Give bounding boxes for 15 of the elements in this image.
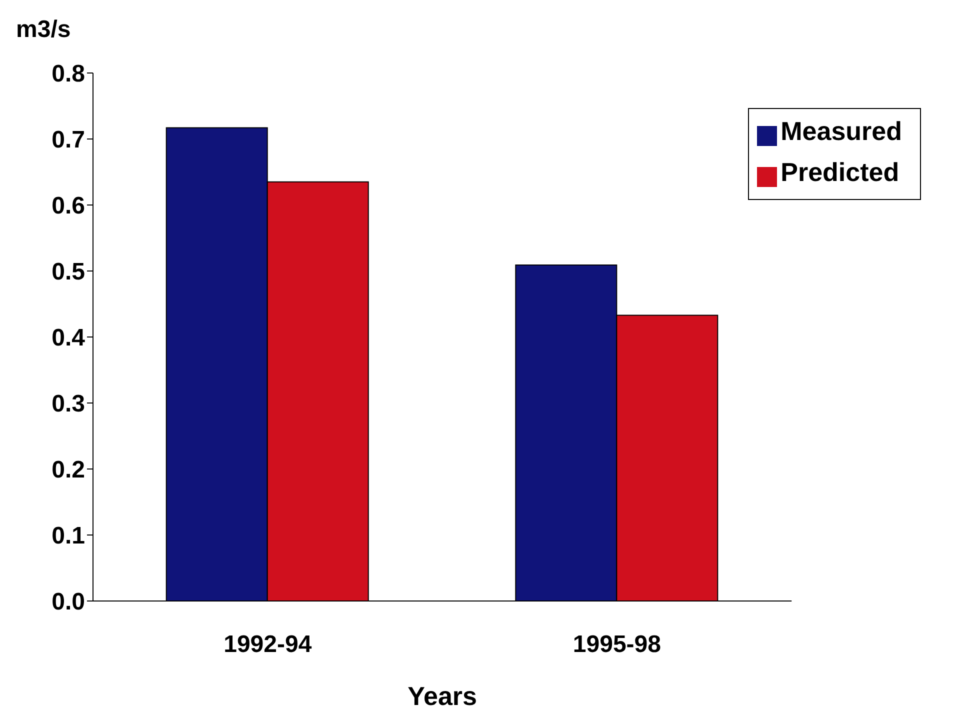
y-tick-label: 0.3 — [52, 390, 85, 418]
x-tick-label: 1992-94 — [224, 631, 312, 658]
y-tick-label: 0.4 — [52, 324, 86, 352]
y-tick-label: 0.7 — [52, 126, 85, 154]
y-tick-label: 0.8 — [52, 60, 85, 88]
x-axis-title: Years — [408, 681, 478, 711]
x-tick-label: 1995-98 — [572, 631, 661, 658]
y-tick-label: 0.2 — [52, 456, 85, 484]
legend-label: Predicted — [780, 157, 900, 187]
y-tick-label: 0.0 — [52, 588, 85, 616]
y-axis-title: m3/s — [16, 16, 71, 44]
y-tick-label: 0.6 — [52, 192, 85, 220]
y-tick-label: 0.5 — [52, 258, 85, 286]
legend-label: Measured — [780, 116, 902, 146]
y-tick-label: 0.1 — [52, 522, 85, 550]
